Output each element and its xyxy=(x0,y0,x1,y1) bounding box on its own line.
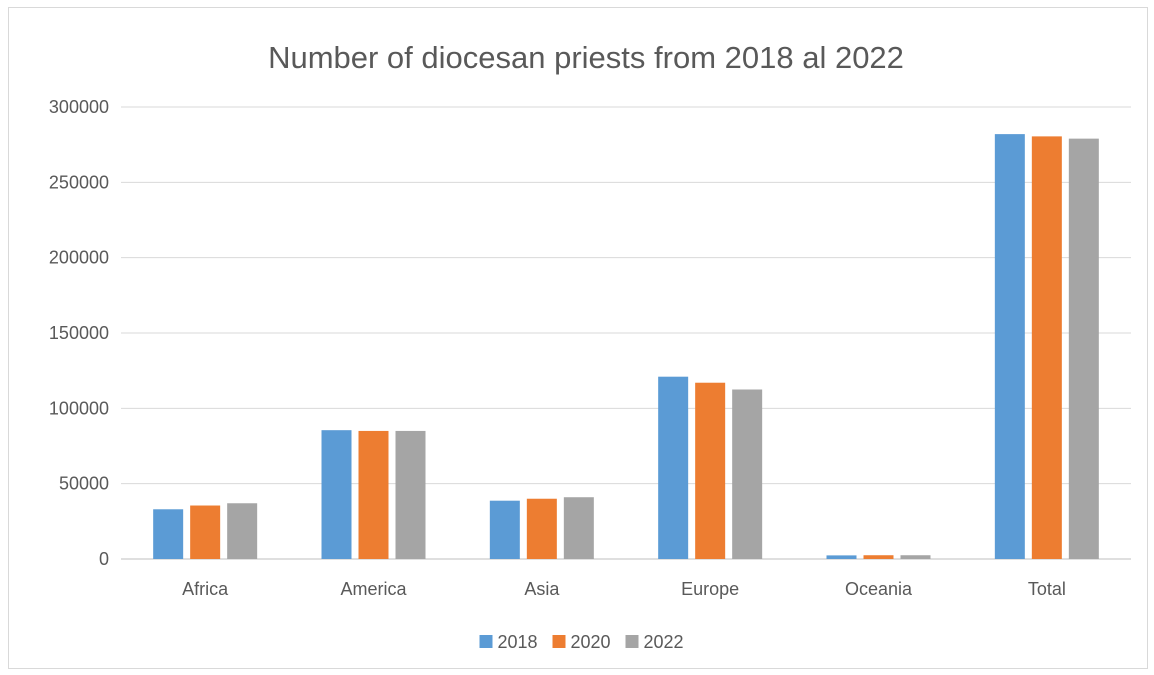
legend: 2018 2020 2022 xyxy=(479,632,684,652)
y-tick-label: 200000 xyxy=(49,248,109,268)
bar-america-2020 xyxy=(358,430,389,559)
legend-swatch-2022 xyxy=(625,635,639,648)
y-tick-label: 150000 xyxy=(49,323,109,343)
bar-asia-2020 xyxy=(526,498,557,559)
bar-total-2018 xyxy=(994,134,1025,559)
bar-africa-2022 xyxy=(227,503,258,559)
bar-total-2022 xyxy=(1068,138,1099,559)
x-tick-label: Europe xyxy=(681,579,739,599)
gridlines xyxy=(121,106,1131,560)
bar-oceania-2020 xyxy=(863,555,894,559)
bar-oceania-2018 xyxy=(826,555,857,559)
x-tick-label: America xyxy=(340,579,407,599)
chart-title: Number of diocesan priests from 2018 al … xyxy=(268,40,904,75)
legend-swatch-2020 xyxy=(552,635,566,648)
chart-svg: Number of diocesan priests from 2018 al … xyxy=(49,40,1131,652)
y-tick-label: 50000 xyxy=(59,474,109,494)
bar-america-2022 xyxy=(395,430,426,559)
bar-europe-2018 xyxy=(658,376,689,559)
y-tick-label: 300000 xyxy=(49,97,109,117)
y-tick-label: 100000 xyxy=(49,398,109,418)
legend-label: 2018 xyxy=(498,632,538,652)
bar-asia-2018 xyxy=(489,500,520,559)
bar-oceania-2022 xyxy=(900,555,931,559)
x-tick-label: Asia xyxy=(524,579,560,599)
legend-swatch-2018 xyxy=(479,635,493,648)
bar-africa-2020 xyxy=(190,505,221,559)
x-axis-ticks: Africa America Asia Europe Oceania Total xyxy=(182,579,1066,599)
chart-frame: Number of diocesan priests from 2018 al … xyxy=(8,7,1148,669)
bar-europe-2022 xyxy=(732,389,763,559)
y-tick-label: 0 xyxy=(99,549,109,569)
bar-total-2020 xyxy=(1031,136,1062,559)
x-tick-label: Oceania xyxy=(845,579,913,599)
x-tick-label: Africa xyxy=(182,579,229,599)
y-tick-label: 250000 xyxy=(49,172,109,192)
bar-asia-2022 xyxy=(563,497,594,559)
legend-label: 2020 xyxy=(571,632,611,652)
bars xyxy=(153,134,1099,559)
y-axis-ticks: 0 50000 100000 150000 200000 250000 300000 xyxy=(49,97,109,569)
bar-africa-2018 xyxy=(153,509,184,559)
bar-europe-2020 xyxy=(695,382,726,559)
legend-label: 2022 xyxy=(644,632,684,652)
bar-america-2018 xyxy=(321,430,352,559)
x-tick-label: Total xyxy=(1028,579,1066,599)
